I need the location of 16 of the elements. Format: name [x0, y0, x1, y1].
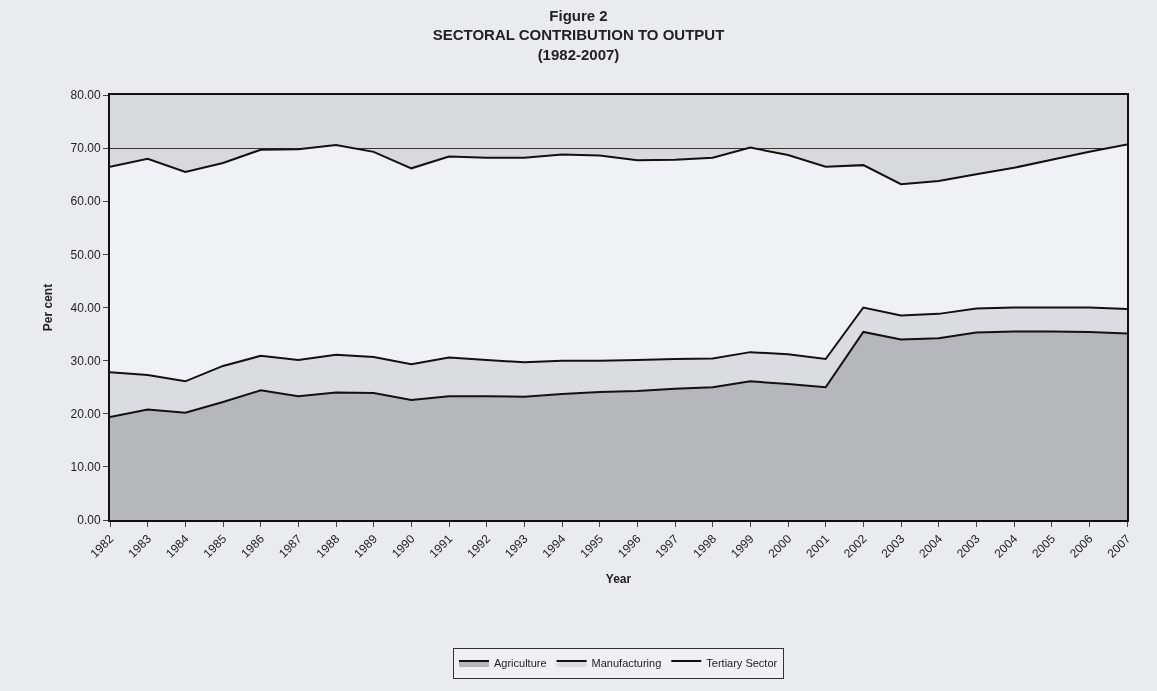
y-tick-label: 50.00 [70, 247, 101, 262]
legend-label: Tertiary Sector [706, 657, 778, 670]
y-tick-label: 40.00 [70, 300, 101, 315]
y-tick-label: 30.00 [70, 353, 101, 368]
chart-title: Figure 2 [549, 6, 608, 24]
y-tick-label: 0.00 [77, 513, 101, 528]
y-tick-label: 70.00 [70, 141, 101, 156]
y-axis-title: Per cent [41, 283, 56, 332]
legend-label: Manufacturing [591, 657, 662, 670]
y-tick-label: 60.00 [70, 194, 101, 209]
x-axis-title: Year [605, 572, 632, 587]
y-tick-label: 20.00 [70, 406, 101, 421]
legend-label: Agriculture [494, 657, 547, 670]
chart-subtitle: SECTORAL CONTRIBUTION TO OUTPUT (1982-2007) [432, 26, 725, 63]
y-tick-label: 10.00 [70, 460, 101, 475]
y-tick-label: 80.00 [70, 88, 101, 103]
